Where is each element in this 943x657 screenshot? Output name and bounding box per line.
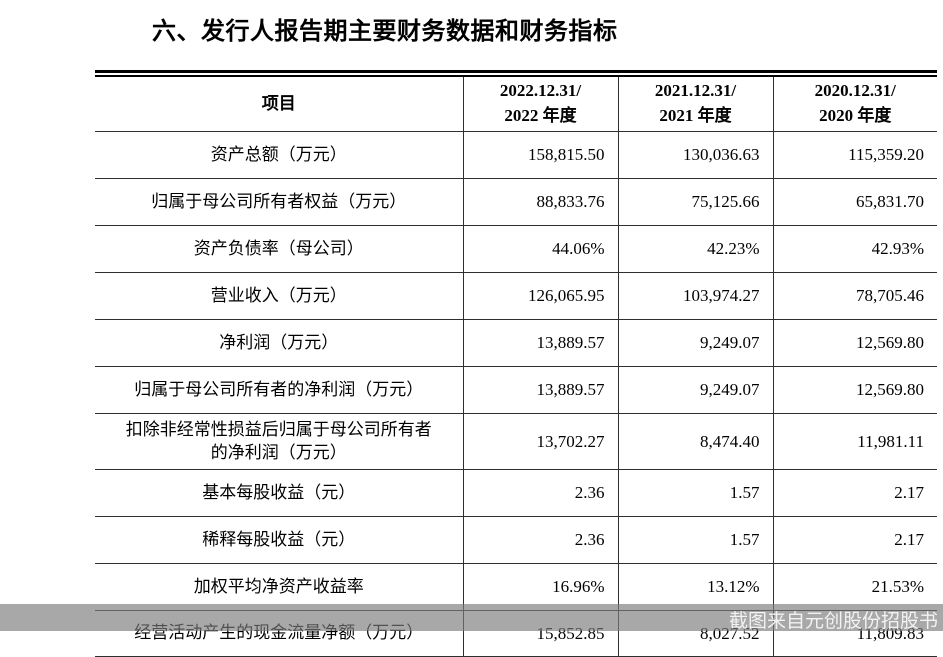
table-row-net-profit: 净利润（万元） 13,889.57 9,249.07 12,569.80 (95, 319, 937, 367)
table-row-revenue: 营业收入（万元） 126,065.95 103,974.27 78,705.46 (95, 272, 937, 320)
row-value-2022: 158,815.50 (462, 131, 618, 179)
column-divider-stub (618, 633, 619, 639)
row-value-2020: 2.17 (772, 469, 937, 517)
row-label: 净利润（万元） (95, 319, 463, 367)
row-value-2020: 78,705.46 (772, 272, 937, 320)
table-top-double-rule (95, 70, 937, 77)
table-header-row: 项目 2022.12.31/ 2022 年度 2021.12.31/ 2021 … (95, 77, 937, 132)
row-label: 基本每股收益（元） (95, 469, 463, 517)
table-row-total-assets: 资产总额（万元） 158,815.50 130,036.63 115,359.2… (95, 131, 937, 179)
row-label: 资产负债率（母公司） (95, 225, 463, 273)
row-value-2021: 9,249.07 (617, 366, 773, 414)
header-cell-period-2020: 2020.12.31/ 2020 年度 (772, 77, 937, 132)
row-value-2022: 126,065.95 (462, 272, 618, 320)
row-value-2022: 2.36 (462, 516, 618, 564)
row-label: 稀释每股收益（元） (95, 516, 463, 564)
row-value-2022: 13,889.57 (462, 319, 618, 367)
row-value-2020: 11,981.11 (772, 413, 937, 470)
table-row-debt-ratio: 资产负债率（母公司） 44.06% 42.23% 42.93% (95, 225, 937, 273)
row-label: 营业收入（万元） (95, 272, 463, 320)
row-value-2021: 130,036.63 (617, 131, 773, 179)
table-row-parent-equity: 归属于母公司所有者权益（万元） 88,833.76 75,125.66 65,8… (95, 178, 937, 226)
row-value-2021: 8,474.40 (617, 413, 773, 470)
row-value-2020: 65,831.70 (772, 178, 937, 226)
header-cell-item: 项目 (95, 77, 463, 132)
row-value-2020: 42.93% (772, 225, 937, 273)
row-value-2020: 12,569.80 (772, 366, 937, 414)
row-value-2021: 42.23% (617, 225, 773, 273)
row-value-2021: 103,974.27 (617, 272, 773, 320)
watermark-text: 截图来自元创股份招股书 (728, 611, 938, 632)
header-cell-period-2022: 2022.12.31/ 2022 年度 (462, 77, 618, 132)
row-value-2021: 1.57 (617, 516, 773, 564)
row-label: 加权平均净资产收益率 (95, 563, 463, 611)
row-label: 资产总额（万元） (95, 131, 463, 179)
row-value-2021: 13.12% (617, 563, 773, 611)
row-value-2022: 2.36 (462, 469, 618, 517)
row-value-2020: 115,359.20 (772, 131, 937, 179)
row-value-2022: 44.06% (462, 225, 618, 273)
financial-table: 项目 2022.12.31/ 2022 年度 2021.12.31/ 2021 … (95, 70, 937, 657)
row-label: 扣除非经常性损益后归属于母公司所有者的净利润（万元） (95, 413, 463, 470)
row-value-2021: 75,125.66 (617, 178, 773, 226)
header-cell-period-2021: 2021.12.31/ 2021 年度 (617, 77, 773, 132)
page-title: 六、发行人报告期主要财务数据和财务指标 (152, 18, 618, 45)
row-value-2020: 21.53% (772, 563, 937, 611)
watermark-band (0, 604, 943, 631)
row-value-2022: 13,889.57 (462, 366, 618, 414)
row-value-2021: 1.57 (617, 469, 773, 517)
row-value-2021: 9,249.07 (617, 319, 773, 367)
row-value-2020: 2.17 (772, 516, 937, 564)
table-row-basic-eps: 基本每股收益（元） 2.36 1.57 2.17 (95, 469, 937, 517)
row-value-2022: 88,833.76 (462, 178, 618, 226)
row-label: 归属于母公司所有者的净利润（万元） (95, 366, 463, 414)
row-label: 归属于母公司所有者权益（万元） (95, 178, 463, 226)
financial-data-table: 项目 2022.12.31/ 2022 年度 2021.12.31/ 2021 … (95, 77, 937, 657)
table-row-diluted-eps: 稀释每股收益（元） 2.36 1.57 2.17 (95, 516, 937, 564)
row-value-2022: 13,702.27 (462, 413, 618, 470)
column-divider-stub (773, 633, 774, 639)
table-row-parent-net-profit: 归属于母公司所有者的净利润（万元） 13,889.57 9,249.07 12,… (95, 366, 937, 414)
row-value-2020: 12,569.80 (772, 319, 937, 367)
column-divider-stub (463, 633, 464, 639)
table-row-net-profit-excl-nonrecurring: 扣除非经常性损益后归属于母公司所有者的净利润（万元） 13,702.27 8,4… (95, 413, 937, 470)
